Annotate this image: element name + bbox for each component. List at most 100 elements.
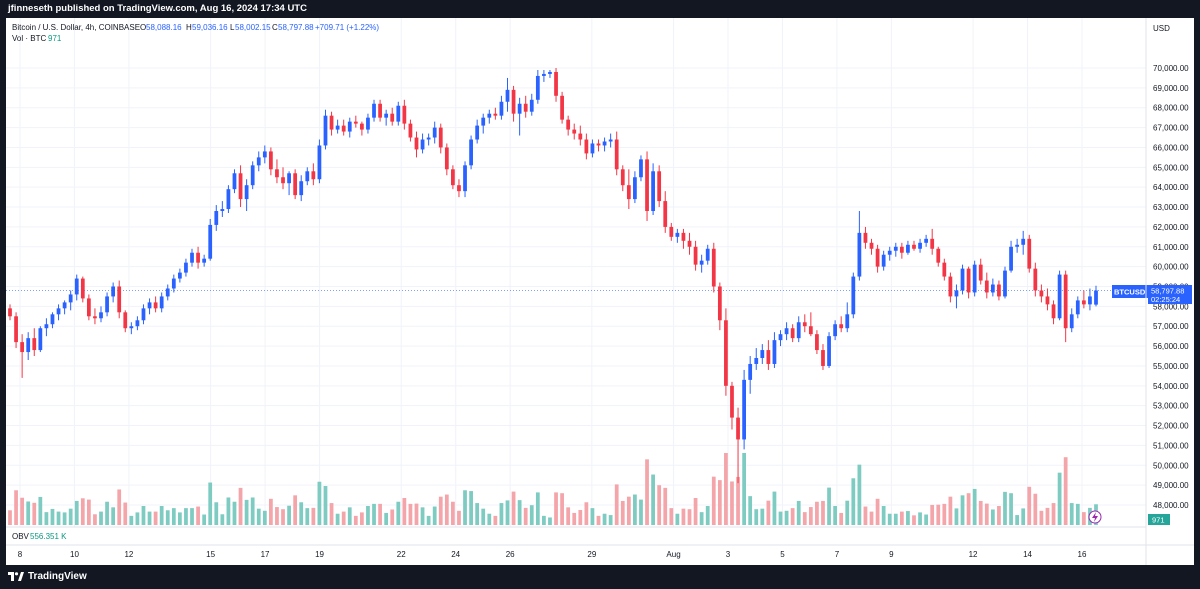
volume-bar <box>614 484 619 525</box>
candle-body <box>754 358 759 364</box>
candle-body <box>863 232 868 243</box>
candle-body <box>317 145 322 180</box>
volume-bar <box>1057 472 1062 525</box>
volume-bar <box>639 499 643 525</box>
candle-body <box>269 151 273 170</box>
candle-body <box>341 125 346 132</box>
volume-bar <box>262 510 267 525</box>
footer-bar: TradingView <box>0 565 1200 589</box>
candle-body <box>802 322 807 327</box>
volume-bar <box>62 512 67 525</box>
candle-body <box>990 284 995 293</box>
tradingview-logo-icon <box>8 572 24 581</box>
volume-bar <box>74 500 79 525</box>
volume-bar <box>578 510 583 525</box>
chart-pane[interactable]: 70,000.00 69,000.00 68,000.00 67,000.00 66,0… <box>6 18 1194 565</box>
candle-body <box>262 151 267 158</box>
time-tick-label: 9 <box>889 550 894 559</box>
candle-body <box>784 328 789 335</box>
volume-bar <box>972 488 977 525</box>
candle-body <box>954 290 959 297</box>
candle-body <box>396 105 401 122</box>
candle-body <box>639 159 643 178</box>
volume-bar <box>165 510 170 525</box>
volume-bar <box>766 500 771 525</box>
volume-bar <box>997 506 1001 525</box>
candle-body <box>323 115 328 146</box>
candle-body <box>463 165 467 192</box>
candle-body <box>8 308 12 317</box>
candle-body <box>827 336 831 366</box>
price-axis: 70,000.00 69,000.00 68,000.00 67,000.00 66,0… <box>1153 64 1189 510</box>
candle-body <box>226 189 231 210</box>
price-tick-label: 60,000.00 <box>1153 263 1189 272</box>
candles <box>8 68 1098 484</box>
volume-bar <box>784 510 789 525</box>
candle-body <box>426 137 431 140</box>
candle-body <box>906 244 910 253</box>
candle-body <box>1045 296 1050 305</box>
volume-bar <box>827 487 831 525</box>
volume-bar <box>323 486 328 525</box>
volume-bar <box>960 495 965 525</box>
candle-body <box>857 232 862 277</box>
candle-body <box>414 137 419 150</box>
volume-bar <box>256 508 261 525</box>
candle-body <box>408 123 413 138</box>
volume-bar <box>129 515 134 525</box>
volume-bar <box>535 492 540 525</box>
price-tick-label: 61,000.00 <box>1153 243 1189 252</box>
volume-bar <box>554 492 558 525</box>
volume-bar <box>730 481 734 525</box>
candle-body <box>74 278 79 295</box>
volume-bar <box>881 506 886 525</box>
volume-bar <box>990 509 995 525</box>
price-tick-label: 54,000.00 <box>1153 382 1189 391</box>
candle-body <box>499 101 504 116</box>
candle-body <box>978 264 983 281</box>
candle-body <box>451 169 455 186</box>
volume-bar <box>226 497 231 525</box>
last-price-badge <box>1148 285 1192 304</box>
last-price-text: 58,797.88 <box>1151 287 1184 296</box>
candle-body <box>796 322 801 339</box>
volume-bar <box>772 491 777 525</box>
volume-bar <box>475 503 480 525</box>
price-tick-label: 57,000.00 <box>1153 322 1189 331</box>
candle-body <box>681 232 686 241</box>
volume-bar <box>778 511 783 525</box>
candle-body <box>566 119 571 130</box>
candle-body <box>1039 290 1044 297</box>
volume-bar <box>396 501 401 525</box>
tradingview-logo[interactable]: TradingView <box>8 571 87 582</box>
volume-bar <box>135 512 140 525</box>
candle-body <box>942 262 947 277</box>
volume-bar <box>742 453 746 525</box>
symbol-badge-text: BTCUSD <box>1114 288 1146 297</box>
volume-bar <box>293 495 298 525</box>
volume-bar <box>38 496 43 525</box>
publisher-bar: jfinneseth published on TradingView.com,… <box>0 0 1200 18</box>
volume-bar <box>608 515 613 525</box>
candle-body <box>966 268 971 293</box>
time-tick-label: 22 <box>397 550 406 559</box>
candle-body <box>742 379 746 440</box>
candle-body <box>390 113 395 122</box>
candle-body <box>614 139 619 170</box>
candle-body <box>366 117 370 130</box>
price-chart[interactable]: 70,000.00 69,000.00 68,000.00 67,000.00 66,0… <box>6 18 1194 565</box>
volume-bar <box>244 499 249 525</box>
volume-bar <box>978 500 983 525</box>
candle-body <box>839 324 844 329</box>
volume-bar <box>602 513 607 525</box>
candle-body <box>353 121 358 124</box>
lightning-icon[interactable] <box>1088 510 1102 524</box>
volume-bar <box>1045 507 1050 525</box>
close-label: C <box>272 23 278 32</box>
currency-label: USD <box>1153 24 1170 33</box>
candle-body <box>159 296 164 309</box>
candle-body <box>432 127 437 138</box>
candle-body <box>275 169 279 178</box>
candle-body <box>511 89 516 114</box>
volume-bar <box>26 501 31 525</box>
